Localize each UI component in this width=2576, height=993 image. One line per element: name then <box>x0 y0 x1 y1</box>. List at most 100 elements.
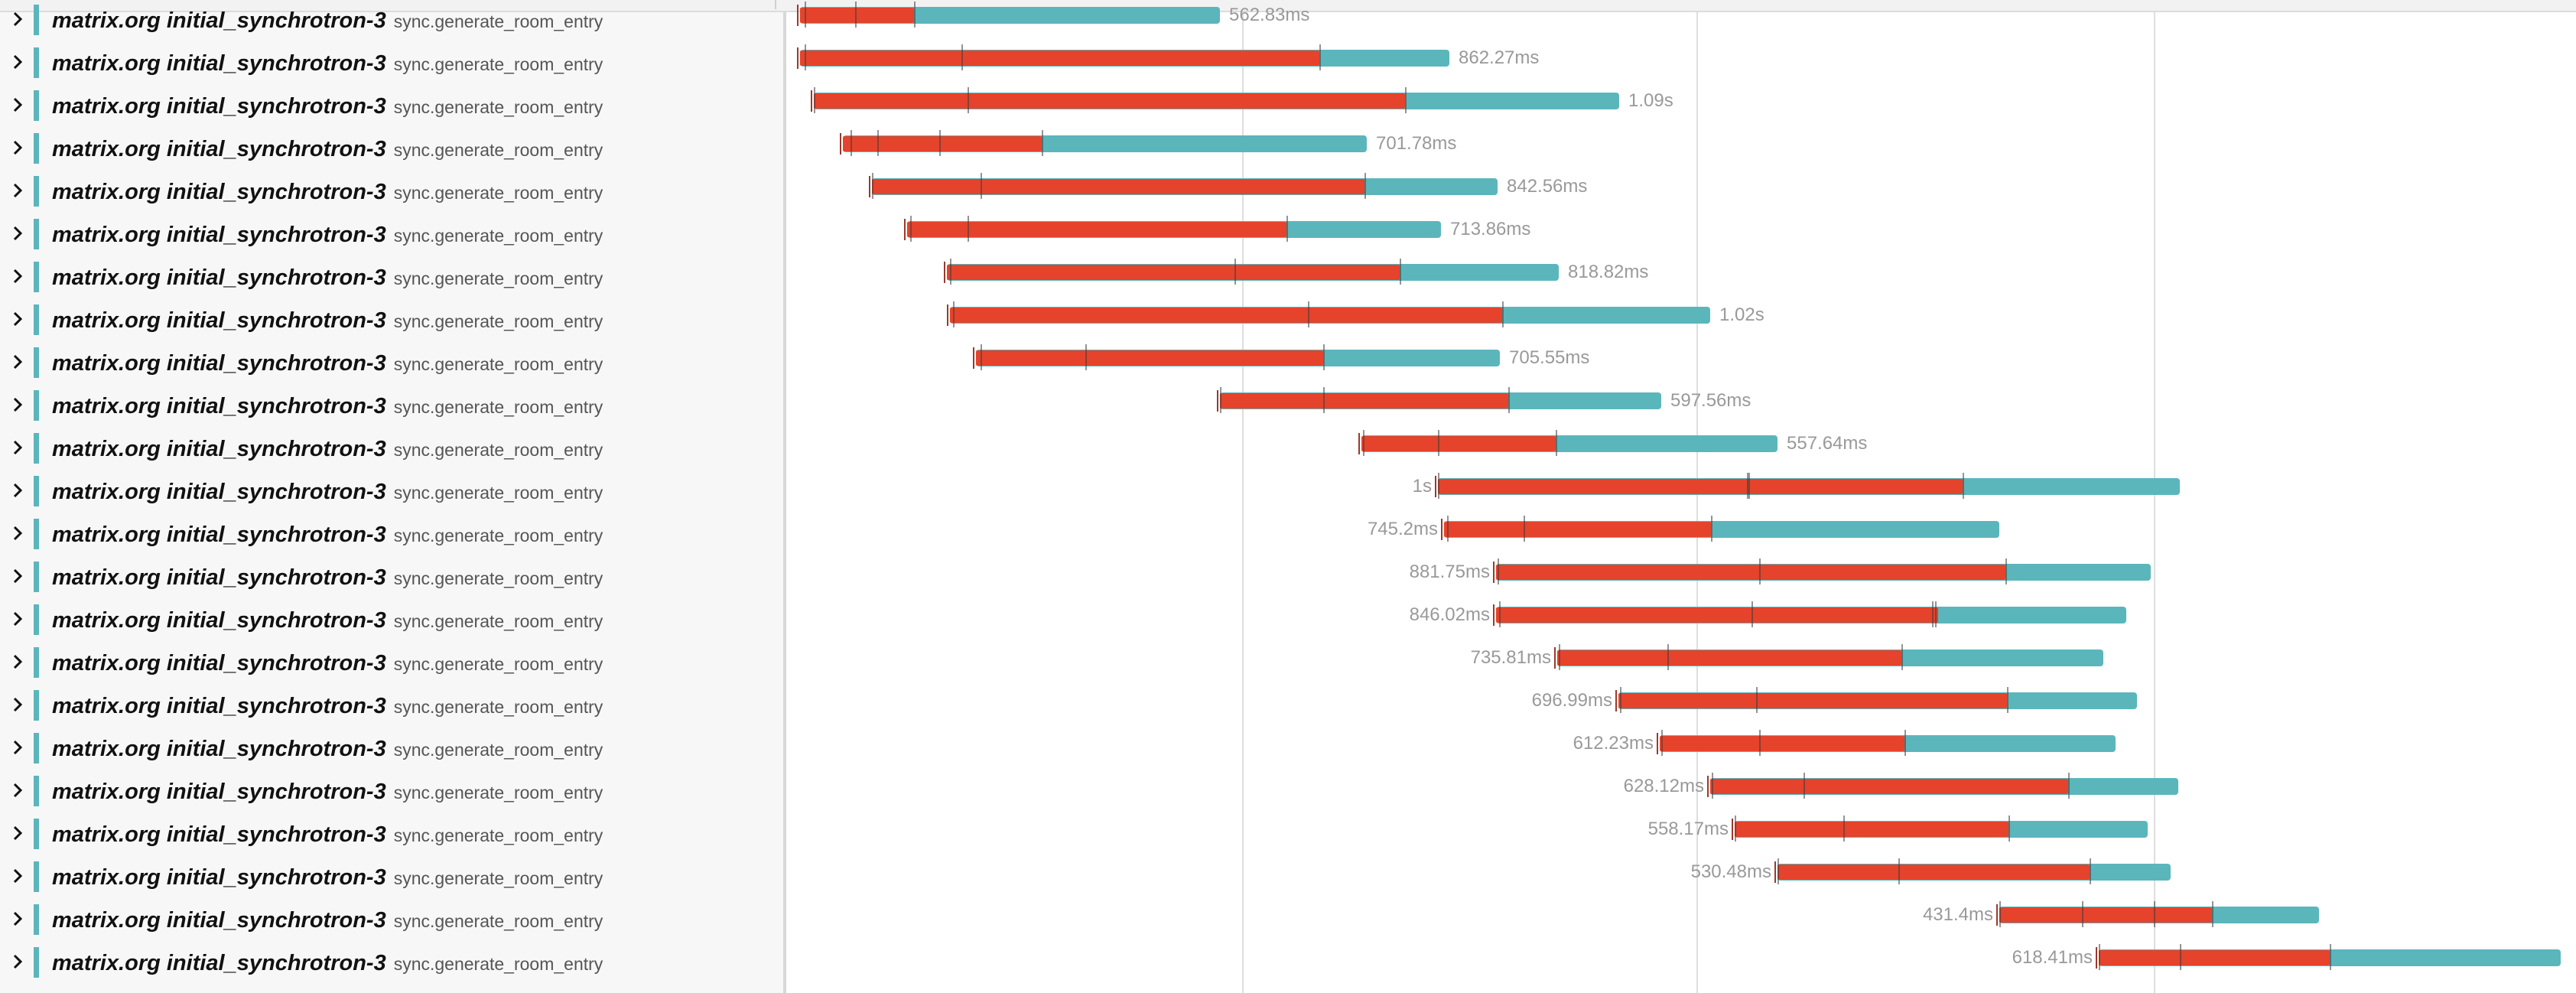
chevron-right-icon[interactable] <box>11 183 24 198</box>
span-bar-row[interactable]: 530.48ms <box>789 852 2576 895</box>
span-row[interactable]: matrix.org initial_synchrotron-3 sync.gen… <box>0 81 786 124</box>
span-label[interactable]: matrix.org initial_synchrotron-3 sync.gen… <box>52 5 603 36</box>
chevron-right-icon[interactable] <box>11 397 24 412</box>
span-row[interactable]: matrix.org initial_synchrotron-3 sync.gen… <box>0 938 786 981</box>
chevron-right-icon[interactable] <box>11 954 24 969</box>
span-label[interactable]: matrix.org initial_synchrotron-3 sync.gen… <box>52 177 603 207</box>
span-row[interactable]: matrix.org initial_synchrotron-3 sync.gen… <box>0 381 786 424</box>
span-bar-row[interactable]: 842.56ms <box>789 167 2576 210</box>
chevron-right-icon[interactable] <box>11 483 24 498</box>
chevron-right-icon[interactable] <box>11 568 24 584</box>
chevron-right-icon[interactable] <box>11 611 24 627</box>
span-row[interactable]: matrix.org initial_synchrotron-3 sync.gen… <box>0 809 786 852</box>
span-label[interactable]: matrix.org initial_synchrotron-3 sync.gen… <box>52 691 603 721</box>
span-log-tick <box>2330 944 2331 970</box>
span-bar-row[interactable]: 612.23ms <box>789 724 2576 767</box>
span-row[interactable]: matrix.org initial_synchrotron-3 sync.gen… <box>0 767 786 809</box>
span-row[interactable]: matrix.org initial_synchrotron-3 sync.gen… <box>0 595 786 638</box>
chevron-right-icon[interactable] <box>11 311 24 327</box>
chevron-right-icon[interactable] <box>11 440 24 455</box>
chevron-right-icon[interactable] <box>11 226 24 241</box>
span-bar-row[interactable]: 431.4ms <box>789 895 2576 938</box>
span-label[interactable]: matrix.org initial_synchrotron-3 sync.gen… <box>52 905 603 936</box>
span-bar-row[interactable]: 846.02ms <box>789 595 2576 638</box>
span-bar-row[interactable]: 818.82ms <box>789 252 2576 295</box>
span-bar-row[interactable]: 713.86ms <box>789 210 2576 252</box>
span-row[interactable]: matrix.org initial_synchrotron-3 sync.gen… <box>0 852 786 895</box>
span-label[interactable]: matrix.org initial_synchrotron-3 sync.gen… <box>52 91 603 122</box>
chevron-right-icon[interactable] <box>11 140 24 155</box>
span-bar-row[interactable]: 735.81ms <box>789 638 2576 681</box>
span-row[interactable]: matrix.org initial_synchrotron-3 sync.gen… <box>0 295 786 338</box>
span-label[interactable]: matrix.org initial_synchrotron-3 sync.gen… <box>52 648 603 679</box>
span-bar-row[interactable]: 597.56ms <box>789 381 2576 424</box>
span-row[interactable]: matrix.org initial_synchrotron-3 sync.gen… <box>0 638 786 681</box>
span-label[interactable]: matrix.org initial_synchrotron-3 sync.gen… <box>52 776 603 807</box>
span-bar-row[interactable]: 1.09s <box>789 81 2576 124</box>
span-label[interactable]: matrix.org initial_synchrotron-3 sync.gen… <box>52 605 603 636</box>
chevron-right-icon[interactable] <box>11 97 24 112</box>
chevron-right-icon[interactable] <box>11 783 24 798</box>
chevron-right-icon[interactable] <box>11 825 24 841</box>
span-label[interactable]: matrix.org initial_synchrotron-3 sync.gen… <box>52 348 603 379</box>
span-log-tick <box>1042 130 1043 156</box>
span-label[interactable]: matrix.org initial_synchrotron-3 sync.gen… <box>52 948 603 978</box>
span-row[interactable]: matrix.org initial_synchrotron-3 sync.gen… <box>0 124 786 167</box>
span-label[interactable]: matrix.org initial_synchrotron-3 sync.gen… <box>52 262 603 293</box>
span-bar-row[interactable]: 881.75ms <box>789 552 2576 595</box>
span-row[interactable]: matrix.org initial_synchrotron-3 sync.gen… <box>0 681 786 724</box>
chevron-right-icon[interactable] <box>11 526 24 541</box>
span-label[interactable]: matrix.org initial_synchrotron-3 sync.gen… <box>52 220 603 250</box>
span-bar-row[interactable]: 562.83ms <box>789 0 2576 38</box>
span-row[interactable]: matrix.org initial_synchrotron-3 sync.gen… <box>0 0 786 38</box>
chevron-right-icon[interactable] <box>11 740 24 755</box>
span-bar-row[interactable]: 557.64ms <box>789 424 2576 467</box>
span-bar-row[interactable]: 705.55ms <box>789 338 2576 381</box>
span-bar-row[interactable]: 701.78ms <box>789 124 2576 167</box>
span-bar-row[interactable]: 696.99ms <box>789 681 2576 724</box>
service-color-marker <box>34 947 39 978</box>
span-bar-row[interactable]: 1s <box>789 467 2576 510</box>
span-label[interactable]: matrix.org initial_synchrotron-3 sync.gen… <box>52 862 603 893</box>
span-label[interactable]: matrix.org initial_synchrotron-3 sync.gen… <box>52 819 603 850</box>
span-bar-row[interactable]: 558.17ms <box>789 809 2576 852</box>
span-row[interactable]: matrix.org initial_synchrotron-3 sync.gen… <box>0 424 786 467</box>
span-row[interactable]: matrix.org initial_synchrotron-3 sync.gen… <box>0 895 786 938</box>
chevron-right-icon[interactable] <box>11 54 24 70</box>
span-row[interactable]: matrix.org initial_synchrotron-3 sync.gen… <box>0 38 786 81</box>
span-label[interactable]: matrix.org initial_synchrotron-3 sync.gen… <box>52 391 603 422</box>
span-row[interactable]: matrix.org initial_synchrotron-3 sync.gen… <box>0 552 786 595</box>
span-row[interactable]: matrix.org initial_synchrotron-3 sync.gen… <box>0 467 786 510</box>
span-label[interactable]: matrix.org initial_synchrotron-3 sync.gen… <box>52 48 603 79</box>
span-bar-row[interactable]: 745.2ms <box>789 510 2576 552</box>
span-bar-row[interactable]: 628.12ms <box>789 767 2576 809</box>
chevron-right-icon[interactable] <box>11 911 24 926</box>
span-row[interactable]: matrix.org initial_synchrotron-3 sync.gen… <box>0 338 786 381</box>
span-row[interactable]: matrix.org initial_synchrotron-3 sync.gen… <box>0 724 786 767</box>
chevron-right-icon[interactable] <box>11 354 24 370</box>
span-critical-path-bar <box>797 5 914 26</box>
span-label[interactable]: matrix.org initial_synchrotron-3 sync.gen… <box>52 562 603 593</box>
service-color-marker <box>34 5 39 35</box>
span-label[interactable]: matrix.org initial_synchrotron-3 sync.gen… <box>52 519 603 550</box>
span-label[interactable]: matrix.org initial_synchrotron-3 sync.gen… <box>52 305 603 336</box>
span-critical-path-bar <box>840 133 1042 155</box>
chevron-right-icon[interactable] <box>11 654 24 669</box>
chevron-right-icon[interactable] <box>11 269 24 284</box>
span-label[interactable]: matrix.org initial_synchrotron-3 sync.gen… <box>52 134 603 164</box>
chevron-right-icon[interactable] <box>11 868 24 884</box>
span-bar-row[interactable]: 1.02s <box>789 295 2576 338</box>
span-row[interactable]: matrix.org initial_synchrotron-3 sync.gen… <box>0 167 786 210</box>
span-label[interactable]: matrix.org initial_synchrotron-3 sync.gen… <box>52 477 603 507</box>
chevron-right-icon[interactable] <box>11 697 24 712</box>
chevron-right-icon[interactable] <box>11 11 24 27</box>
span-label[interactable]: matrix.org initial_synchrotron-3 sync.gen… <box>52 734 603 764</box>
span-bar-row[interactable]: 618.41ms <box>789 938 2576 981</box>
span-row[interactable]: matrix.org initial_synchrotron-3 sync.gen… <box>0 210 786 252</box>
span-row[interactable]: matrix.org initial_synchrotron-3 sync.gen… <box>0 252 786 295</box>
span-label[interactable]: matrix.org initial_synchrotron-3 sync.gen… <box>52 434 603 464</box>
span-bar-row[interactable]: 862.27ms <box>789 38 2576 81</box>
span-log-tick <box>1498 558 1499 584</box>
span-row[interactable]: matrix.org initial_synchrotron-3 sync.gen… <box>0 510 786 552</box>
column-resizer-handle[interactable] <box>775 0 776 9</box>
